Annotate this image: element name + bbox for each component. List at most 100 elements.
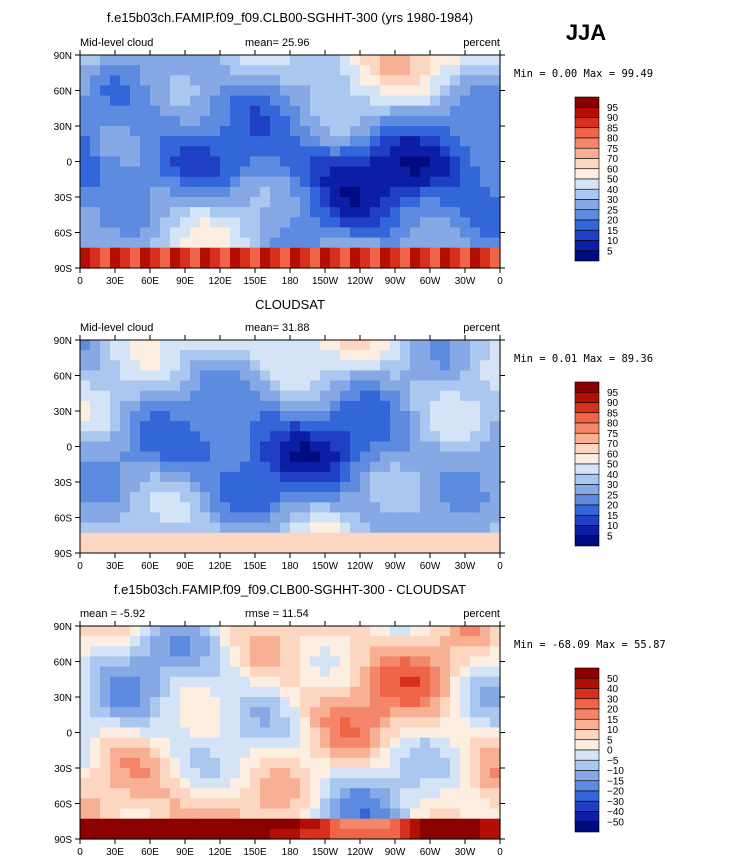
map-cell: [170, 400, 181, 412]
map-cell: [270, 502, 281, 514]
map-cell: [170, 522, 181, 534]
map-cell: [140, 156, 151, 168]
map-cell: [300, 197, 311, 208]
map-cell: [390, 217, 401, 229]
map-cell: [100, 126, 111, 137]
map-cell: [260, 808, 271, 820]
map-cell: [250, 186, 261, 198]
map-cell: [350, 727, 361, 739]
map-cell: [430, 686, 441, 698]
map-cell: [340, 136, 351, 147]
map-cell: [300, 176, 311, 188]
map-cell: [490, 626, 501, 637]
map-cell: [330, 105, 341, 117]
map-cell: [140, 737, 151, 749]
map-cell: [280, 522, 291, 534]
map-cell: [100, 768, 111, 779]
map-cell: [360, 656, 371, 668]
map-cell: [190, 217, 201, 229]
map-cell: [180, 55, 191, 66]
map-cell: [210, 360, 221, 372]
map-cell: [380, 747, 391, 759]
colorbar-label: −40: [607, 807, 624, 818]
map-cell: [170, 370, 181, 382]
map-cell: [350, 686, 361, 698]
map-cell: [300, 156, 311, 168]
map-cell: [100, 646, 111, 658]
map-cell: [430, 370, 441, 382]
map-cell: [330, 55, 341, 66]
map-cell: [80, 217, 91, 229]
map-cell: [360, 227, 371, 239]
map-cell: [360, 350, 371, 361]
map-cell: [310, 471, 321, 483]
map-cell: [370, 737, 381, 749]
map-cell: [290, 421, 301, 432]
map-cell: [440, 471, 451, 483]
map-cell: [420, 737, 431, 749]
map-cell: [140, 257, 151, 269]
map-cell: [360, 646, 371, 658]
map-cell: [440, 55, 451, 66]
map-cell: [200, 75, 211, 87]
map-cell: [310, 636, 321, 647]
map-cell: [120, 697, 131, 708]
map-cell: [400, 542, 411, 554]
map-field: [80, 55, 501, 269]
map-cell: [490, 237, 501, 249]
map-cell: [420, 227, 431, 239]
map-cell: [490, 227, 501, 239]
map-cell: [390, 636, 401, 647]
map-cell: [340, 482, 351, 493]
map-cell: [290, 778, 301, 789]
map-cell: [230, 237, 241, 249]
map-cell: [420, 400, 431, 412]
map-cell: [380, 512, 391, 524]
map-cell: [150, 370, 161, 382]
map-cell: [280, 431, 291, 443]
map-cell: [160, 757, 171, 769]
map-cell: [400, 166, 411, 178]
map-cell: [410, 482, 421, 493]
map-cell: [90, 626, 101, 637]
map-cell: [170, 136, 181, 147]
map-cell: [100, 257, 111, 269]
map-cell: [390, 411, 401, 422]
map-cell: [100, 757, 111, 769]
map-cell: [160, 207, 171, 218]
colorbar-swatch: [574, 790, 600, 802]
map-cell: [460, 340, 471, 351]
map-cell: [440, 646, 451, 658]
map-cell: [440, 431, 451, 443]
map-cell: [370, 818, 381, 830]
map-cell: [200, 156, 211, 168]
map-cell: [420, 370, 431, 382]
map-cell: [130, 85, 141, 97]
map-cell: [410, 646, 421, 658]
map-cell: [390, 768, 401, 779]
map-cell: [130, 798, 141, 810]
map-cell: [100, 75, 111, 87]
map-cell: [140, 798, 151, 810]
map-cell: [90, 197, 101, 208]
colorbar-label: 30: [607, 694, 619, 705]
map-cell: [260, 522, 271, 534]
map-cell: [240, 656, 251, 668]
map-cell: [150, 522, 161, 534]
x-tick-label: 120E: [208, 276, 232, 287]
map-cell: [270, 65, 281, 76]
map-cell: [460, 646, 471, 658]
map-cell: [290, 156, 301, 168]
map-cell: [280, 136, 291, 147]
panel-units-label: percent: [463, 322, 500, 334]
map-cell: [470, 757, 481, 769]
map-cell: [260, 431, 271, 443]
map-cell: [170, 360, 181, 372]
map-cell: [460, 717, 471, 729]
map-cell: [90, 808, 101, 820]
map-cell: [130, 808, 141, 820]
map-cell: [270, 431, 281, 443]
map-cell: [360, 512, 371, 524]
map-cell: [80, 737, 91, 749]
map-cell: [290, 411, 301, 422]
